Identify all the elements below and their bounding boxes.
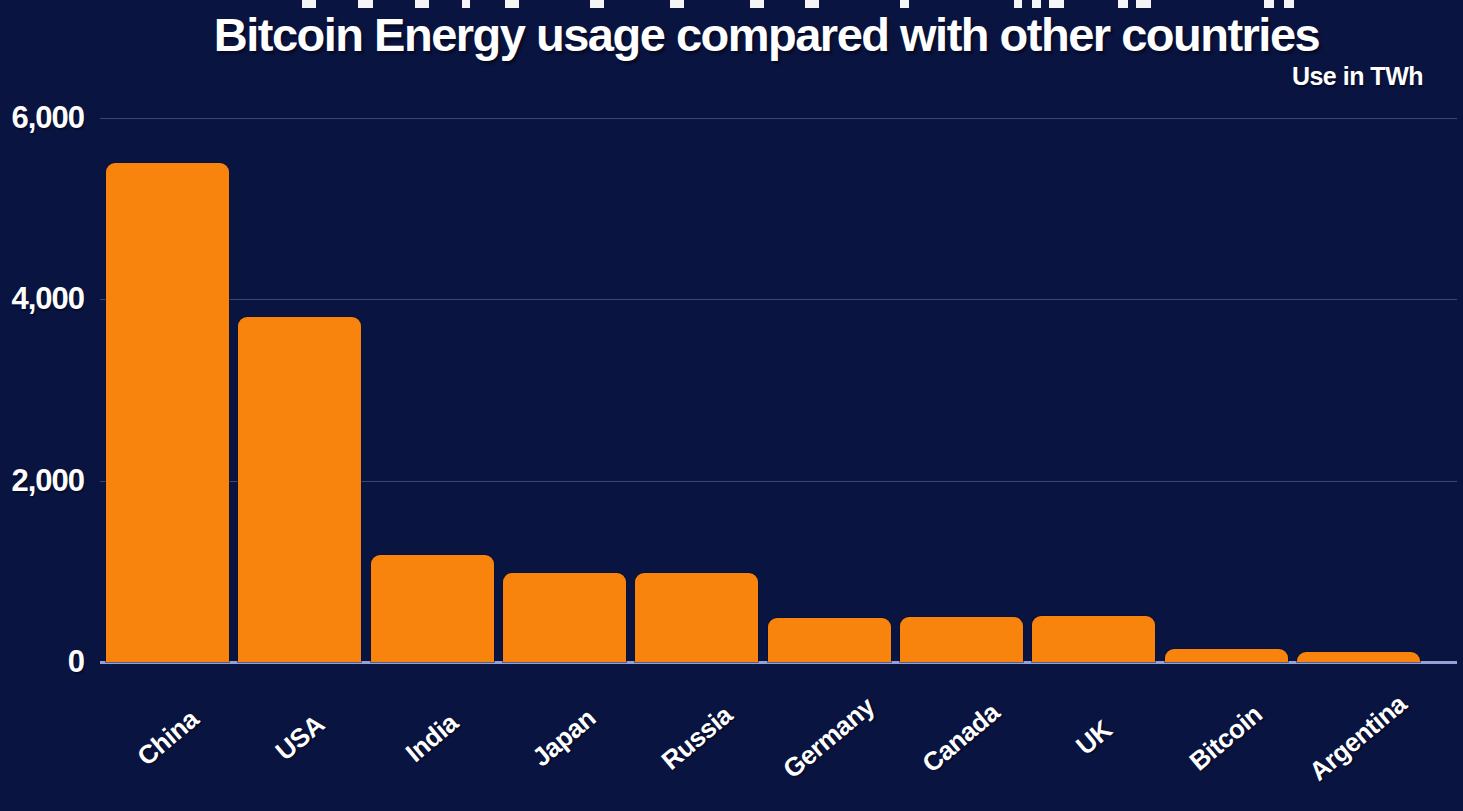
bar-russia xyxy=(635,573,758,662)
x-axis-label-slot: Bitcoin xyxy=(1165,668,1288,808)
bars-row xyxy=(106,118,1420,662)
x-axis-label-japan: Japan xyxy=(527,703,603,773)
y-axis-unit-label: Use in TWh xyxy=(1292,62,1423,91)
x-axis-labels-row: China USA India Japan Russia Germany Canada UK B… xyxy=(106,668,1420,808)
x-axis-label-usa: USA xyxy=(269,709,330,767)
y-axis-tick-label: 6,000 xyxy=(0,103,84,133)
x-axis-label-uk: UK xyxy=(1070,714,1118,761)
x-axis-label-china: China xyxy=(131,704,204,773)
chart-title: Bitcoin Energy usage compared with other… xyxy=(0,7,1463,62)
y-axis-tick-label: 4,000 xyxy=(0,284,84,314)
x-axis-label-india: India xyxy=(400,707,464,768)
x-axis-label-canada: Canada xyxy=(917,697,1007,779)
bar-uk xyxy=(1032,616,1155,662)
x-axis-label-germany: Germany xyxy=(777,691,881,785)
x-axis-label-slot: USA xyxy=(238,668,361,808)
bar-germany xyxy=(768,618,891,662)
bar-canada xyxy=(900,617,1023,662)
y-axis-tick-label: 0 xyxy=(0,647,84,677)
bar-japan xyxy=(503,573,626,662)
x-axis-label-slot: India xyxy=(371,668,494,808)
x-axis-label-slot: Russia xyxy=(635,668,758,808)
bar-argentina xyxy=(1297,652,1420,662)
bar-china xyxy=(106,163,229,662)
x-axis-label-slot: China xyxy=(106,668,229,808)
x-axis-label-slot: Argentina xyxy=(1297,668,1420,808)
bar-chart-canvas: Bitcoin Energy usage compared with other… xyxy=(0,0,1463,811)
x-axis-label-slot: Japan xyxy=(503,668,626,808)
bar-bitcoin xyxy=(1165,649,1288,662)
y-axis-tick-label: 2,000 xyxy=(0,466,84,496)
x-axis-label-slot: Germany xyxy=(768,668,891,808)
x-axis-label-slot: UK xyxy=(1032,668,1155,808)
bar-usa xyxy=(238,317,361,662)
x-axis-label-bitcoin: Bitcoin xyxy=(1184,699,1269,777)
x-axis-label-slot: Canada xyxy=(900,668,1023,808)
x-axis-label-argentina: Argentina xyxy=(1304,689,1413,788)
x-axis-label-russia: Russia xyxy=(655,700,738,777)
bar-india xyxy=(371,555,494,662)
